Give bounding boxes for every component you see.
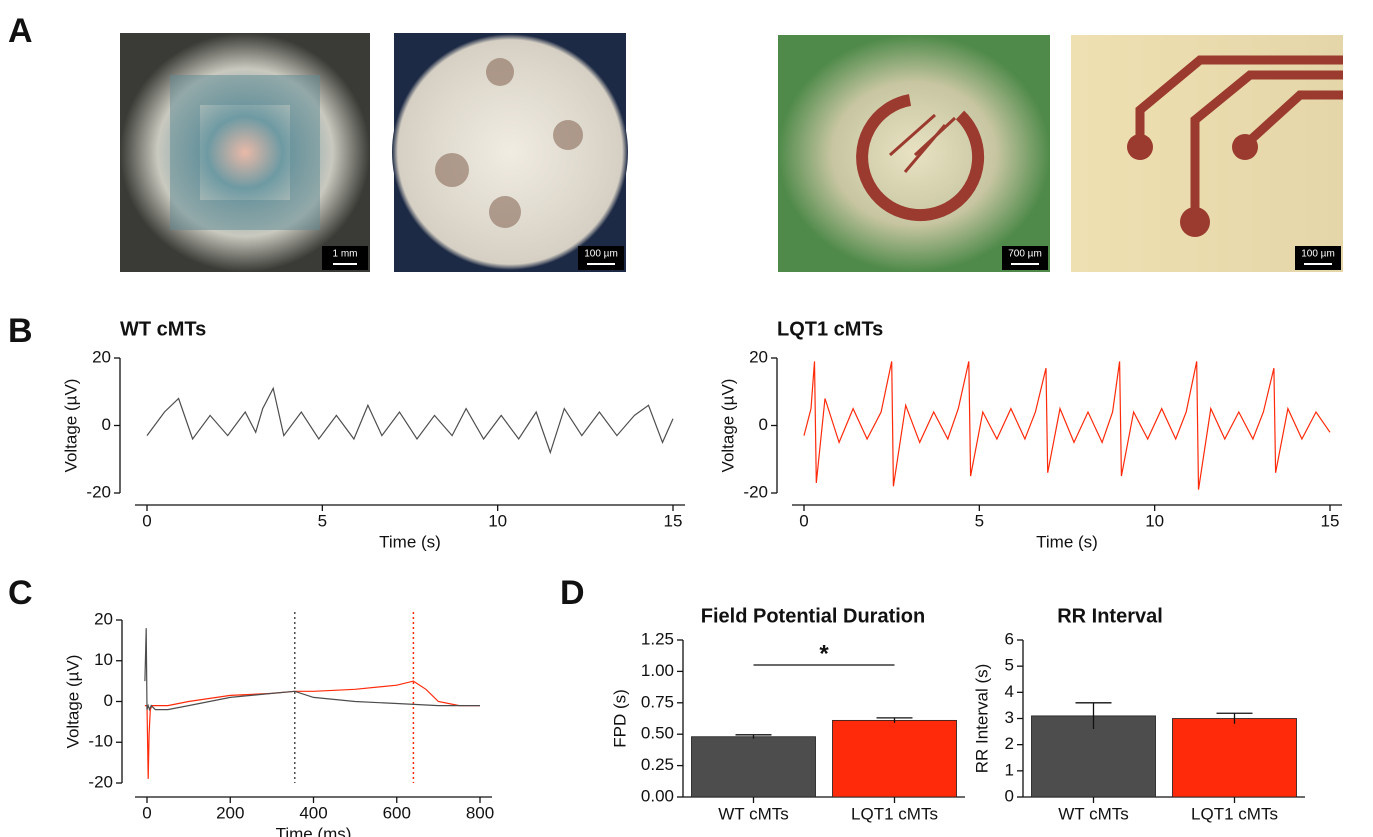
- y-tick-label: 1: [1005, 760, 1014, 779]
- y-tick-label: -20: [86, 482, 111, 501]
- trace: [146, 386, 674, 455]
- y-axis-label: Voltage (µV): [61, 379, 80, 473]
- x-tick-label: WT cMTs: [1058, 804, 1129, 823]
- bar: [1031, 715, 1156, 798]
- photo-detail: [553, 120, 583, 150]
- x-axis-label: Time (ms): [276, 824, 352, 837]
- y-tick-label: 0: [759, 415, 768, 434]
- photo-detail: [486, 58, 514, 86]
- x-tick-label: 0: [799, 511, 808, 530]
- x-tick-label: 0: [142, 511, 151, 530]
- scale-bar-label: 100 µm: [1301, 249, 1335, 260]
- scale-bar-label: 700 µm: [1008, 249, 1042, 260]
- y-axis-label: Voltage (µV): [718, 379, 737, 473]
- panel-label: A: [8, 12, 33, 50]
- chart-title: Field Potential Duration: [701, 605, 925, 627]
- x-axis-label: Time (s): [379, 532, 441, 551]
- x-tick-label: 15: [1321, 511, 1340, 530]
- bar: [832, 719, 957, 798]
- y-tick-label: 0.75: [641, 692, 674, 711]
- photo-detail: [1232, 134, 1258, 160]
- x-tick-label: 10: [488, 511, 507, 530]
- y-tick-label: 20: [92, 347, 111, 366]
- trace: [803, 361, 1331, 490]
- panel-label: D: [560, 574, 585, 612]
- x-tick-label: 200: [216, 803, 244, 822]
- y-tick-label: -20: [88, 772, 113, 791]
- y-tick-label: 20: [94, 609, 113, 628]
- y-axis-label: RR Interval (s): [972, 664, 991, 774]
- x-tick-label: LQT1 cMTs: [1191, 804, 1278, 823]
- x-tick-label: WT cMTs: [718, 804, 789, 823]
- y-axis-label: Voltage (µV): [63, 655, 82, 749]
- photo: [778, 35, 1050, 272]
- trace: [144, 628, 480, 712]
- panel-label: B: [8, 312, 33, 350]
- y-tick-label: 2: [1005, 734, 1014, 753]
- error-bar: [1216, 712, 1253, 724]
- photo-detail: [1127, 134, 1153, 160]
- scale-bar-label: 100 µm: [584, 249, 618, 260]
- x-tick-label: 10: [1145, 511, 1164, 530]
- photo-detail: [489, 196, 521, 228]
- y-tick-label: 4: [1005, 682, 1014, 701]
- scale-bar-box: [1295, 246, 1341, 270]
- x-axis-label: Time (s): [1036, 532, 1098, 551]
- y-tick-label: 1.25: [641, 629, 674, 648]
- photo-detail: [1180, 207, 1210, 237]
- error-bar: [735, 734, 772, 739]
- x-tick-label: 800: [466, 803, 494, 822]
- scale-bar-label: 1 mm: [333, 249, 358, 260]
- scale-bar-box: [322, 246, 368, 270]
- y-tick-label: 3: [1005, 708, 1014, 727]
- y-tick-label: -20: [743, 482, 768, 501]
- bar: [691, 736, 816, 798]
- x-tick-label: 15: [664, 511, 683, 530]
- photo-detail: [889, 113, 957, 173]
- scale-bar-box: [1002, 246, 1048, 270]
- y-tick-label: 5: [1005, 656, 1014, 675]
- photo: [120, 33, 370, 272]
- y-tick-label: 20: [749, 347, 768, 366]
- y-tick-label: 0: [1005, 786, 1014, 805]
- y-tick-label: 0.25: [641, 755, 674, 774]
- y-tick-label: 10: [94, 650, 113, 669]
- error-bar: [1075, 702, 1112, 729]
- scale-bar-box: [578, 246, 624, 270]
- x-tick-label: 600: [383, 803, 411, 822]
- chart-title: LQT1 cMTs: [777, 318, 883, 340]
- photo-detail: [856, 94, 985, 222]
- chart-title: RR Interval: [1057, 605, 1163, 627]
- bar: [1172, 718, 1297, 798]
- y-tick-label: 0.00: [641, 786, 674, 805]
- photo-detail: [1135, 55, 1343, 220]
- photo-detail: [392, 34, 628, 270]
- y-tick-label: 0: [104, 691, 113, 710]
- chart-title: WT cMTs: [120, 318, 206, 340]
- y-tick-label: 0: [102, 415, 111, 434]
- x-tick-label: 5: [318, 511, 327, 530]
- error-bar: [876, 717, 913, 723]
- y-tick-label: 6: [1005, 629, 1014, 648]
- y-axis-label: FPD (s): [610, 689, 629, 748]
- trace: [144, 680, 480, 779]
- y-tick-label: -10: [88, 732, 113, 751]
- x-tick-label: 5: [975, 511, 984, 530]
- significance-label: *: [819, 640, 829, 667]
- photo-detail: [435, 153, 469, 187]
- photo-detail: [170, 75, 320, 230]
- x-tick-label: 400: [299, 803, 327, 822]
- x-tick-label: 0: [142, 803, 151, 822]
- panel-label: C: [8, 574, 33, 612]
- y-tick-label: 1.00: [641, 661, 674, 680]
- y-tick-label: 0.50: [641, 724, 674, 743]
- x-tick-label: LQT1 cMTs: [851, 804, 938, 823]
